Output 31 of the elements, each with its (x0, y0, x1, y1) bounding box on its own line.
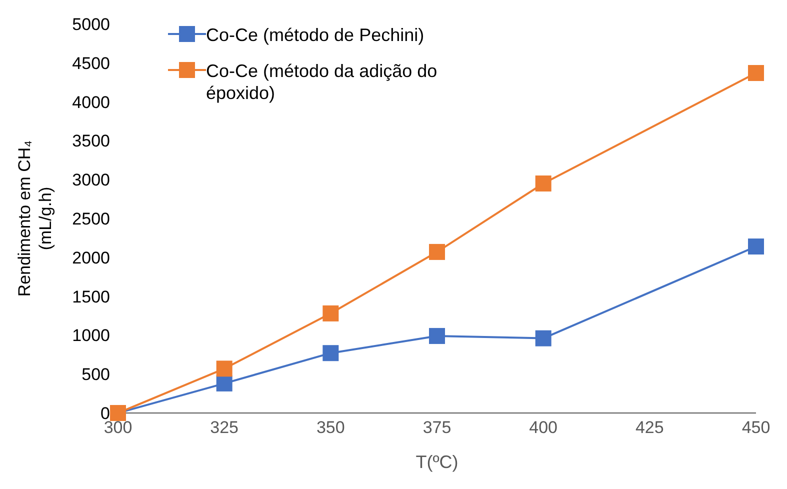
y-tick-label: 2500 (72, 210, 110, 229)
y-tick-label: 4500 (72, 54, 110, 73)
y-tick-label: 1500 (72, 287, 110, 306)
legend-label: Co-Ce (método de Pechini) (206, 24, 424, 46)
point (535, 175, 552, 192)
x-tick-label: 325 (210, 418, 239, 438)
y-axis-title: Rendimento em CH₄ (mL/g.h) (15, 140, 55, 297)
x-tick-label: 450 (742, 418, 770, 438)
y-tick-label: 4000 (72, 92, 110, 112)
x-tick-label: 425 (635, 418, 664, 438)
y-tick-label: 500 (82, 365, 110, 384)
y-tick-label: 2000 (72, 248, 110, 268)
point (535, 330, 552, 346)
x-tick-label: 400 (529, 418, 558, 438)
y-tick-label: 3000 (72, 170, 110, 190)
point (748, 238, 764, 255)
point (429, 244, 445, 260)
x-tick-label: 375 (422, 418, 452, 438)
y-tick-label: 3500 (72, 132, 110, 151)
point (748, 65, 764, 82)
point (322, 305, 339, 322)
x-tick-label: 350 (316, 418, 345, 438)
y-tick-label: 5000 (72, 15, 110, 34)
point (429, 328, 445, 344)
x-axis-title: T(ºC) (416, 452, 458, 472)
x-tick-label: 300 (104, 418, 132, 438)
y-tick-label: 1000 (72, 326, 110, 346)
point (216, 375, 232, 392)
point (216, 360, 232, 377)
legend-label: Co-Ce (método da adição do époxido) (206, 60, 438, 104)
point (322, 345, 339, 362)
